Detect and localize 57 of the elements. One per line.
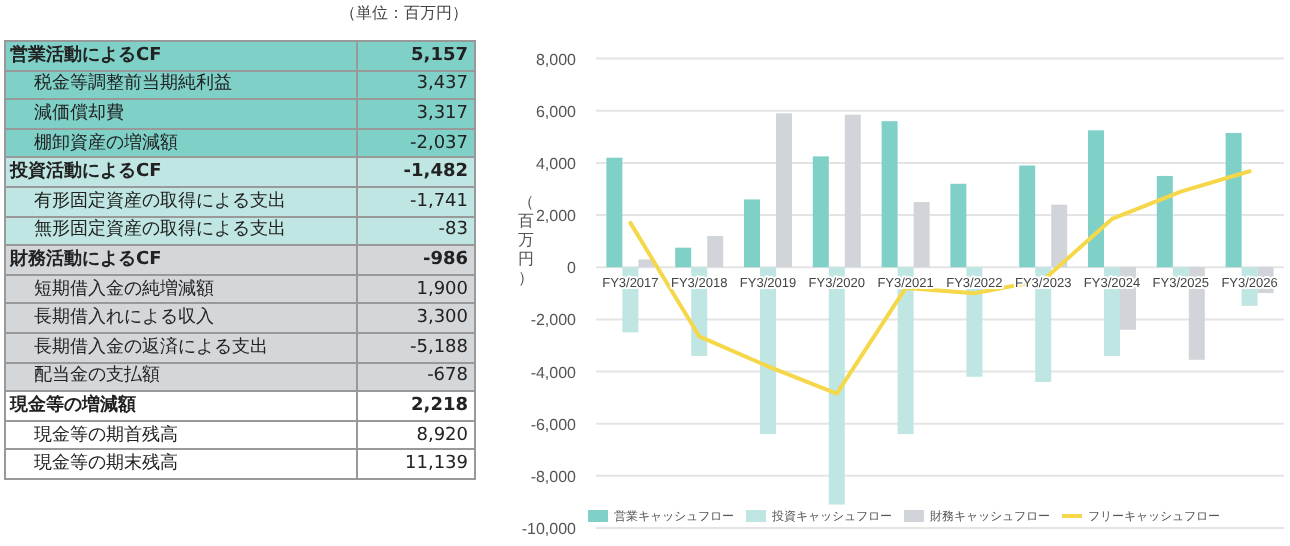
category-label: 現金等の期首残高 [5,420,357,450]
bar [1088,130,1104,268]
text: 5,157 [411,45,468,66]
y-tick-label: -6,000 [530,415,578,434]
y-tick-label: 6,000 [535,102,578,121]
bar [1051,204,1068,268]
text: 2,218 [411,395,468,416]
category-label: 現金等の期末残高 [5,449,357,479]
category-label: 投資活動によるCF [5,157,357,187]
category-label: 無形固定資産の取得による支出 [5,216,357,246]
category-label: 配当金の支払額 [5,362,357,392]
bar [913,202,930,268]
category-label: 短期借入金の純増減額 [5,274,357,304]
text: -2,037 [409,133,468,154]
y-tick-label: -2,000 [530,311,578,330]
category-label: 有形固定資産の取得による支出 [5,186,357,217]
bar [776,113,792,268]
text: -986 [422,249,468,270]
text: -678 [427,366,468,387]
text: 3,317 [416,103,468,124]
y-tick-label: -10,000 [521,520,578,538]
category-label: 営業活動によるCF [5,41,357,71]
bar [1156,175,1173,268]
bar [1019,165,1036,268]
text: 8,920 [416,425,468,446]
y-tick-label: -4,000 [530,363,578,382]
y-tick-label: 2,000 [535,207,578,226]
y-tick-label: 4,000 [535,154,578,173]
category-label: 長期借入金の返済による支出 [5,332,357,363]
bar [812,156,829,268]
bar [744,199,760,268]
bar [1225,132,1242,268]
bar [950,183,967,268]
category-label: 長期借入れによる収入 [5,303,357,333]
bar [881,121,898,268]
text: -1,741 [409,191,468,212]
y-tick-label: -8,000 [530,467,578,486]
y-axis-title: （百万円） [518,193,534,288]
bar [844,114,861,268]
text: （単位：百万円） [340,2,468,24]
text: 3,437 [416,74,468,95]
bar [675,247,692,268]
category-label: 財務活動によるCF [5,245,357,275]
bar [606,157,623,268]
text: 1,900 [416,279,468,300]
text: -83 [438,220,468,241]
category-label: 減価償却費 [5,99,357,129]
category-label: 現金等の増減額 [5,391,357,421]
y-tick-label: 8,000 [535,50,578,69]
y-tick-label: 0 [567,259,578,278]
text: -5,188 [409,337,468,358]
text: -1,482 [403,162,468,183]
text: 3,300 [416,308,468,329]
text: 11,139 [405,454,468,475]
bar [707,235,724,268]
category-label: 棚卸資産の増減額 [5,128,357,158]
category-label: 税金等調整前当期純利益 [5,70,357,100]
